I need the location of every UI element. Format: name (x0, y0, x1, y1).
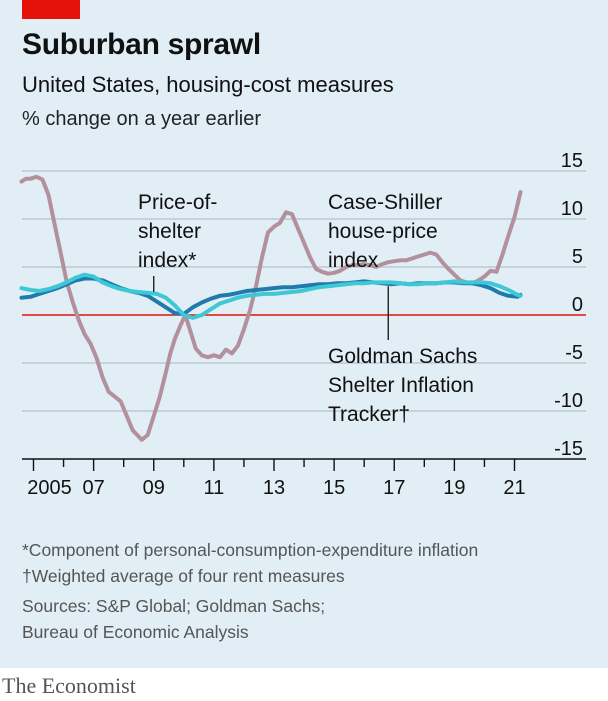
sources-line-1: Sources: S&P Global; Goldman Sachs; (22, 596, 326, 616)
goldman-tracker-label: Shelter Inflation (328, 374, 474, 397)
x-tick-label: 21 (503, 477, 525, 499)
chart-panel (0, 0, 608, 668)
x-tick-label: 13 (263, 477, 285, 499)
chart-unit: % change on a year earlier (22, 108, 262, 130)
x-tick-label: 17 (383, 477, 405, 499)
case-shiller-line (19, 174, 523, 442)
x-tick-label: 11 (203, 477, 224, 499)
y-tick-label: 0 (572, 294, 583, 316)
y-tick-label: -10 (554, 390, 583, 412)
brand-red-tag (22, 0, 80, 19)
x-tick-label: 19 (443, 477, 465, 499)
economist-logo-text: The Economist (2, 673, 136, 698)
chart-title: Suburban sprawl (22, 28, 261, 61)
case-shiller-label: index (328, 249, 379, 272)
goldman-tracker-label: Tracker† (328, 403, 410, 426)
x-tick-label: 09 (143, 477, 165, 499)
price-of-shelter-label: index* (138, 249, 196, 272)
sources-line-2: Bureau of Economic Analysis (22, 622, 249, 642)
footnote-rent: †Weighted average of four rent measures (22, 566, 345, 586)
y-tick-label: 10 (561, 198, 583, 220)
footnote-pce: *Component of personal-consumption-expen… (22, 540, 479, 560)
chart-subtitle: United States, housing-cost measures (22, 72, 394, 97)
y-tick-label: 5 (572, 246, 583, 268)
price-of-shelter-line (19, 272, 523, 320)
goldman-tracker-label: Goldman Sachs (328, 345, 477, 368)
price-of-shelter-label: shelter (138, 220, 201, 243)
case-shiller-label: house-price (328, 220, 438, 243)
x-tick-label: 15 (323, 477, 345, 499)
case-shiller-label: Case-Shiller (328, 191, 442, 214)
line-chart: 15 10 5 0 -5 -10 -15 2005 07 09 11 13 15 17 19 21 Price-… (19, 150, 586, 499)
x-tick-label: 2005 (27, 477, 72, 499)
y-tick-label: -15 (554, 438, 583, 460)
x-tick-label: 07 (83, 477, 105, 499)
price-of-shelter-label: Price-of- (138, 191, 217, 214)
y-tick-label: 15 (561, 150, 583, 172)
y-tick-label: -5 (565, 342, 583, 364)
